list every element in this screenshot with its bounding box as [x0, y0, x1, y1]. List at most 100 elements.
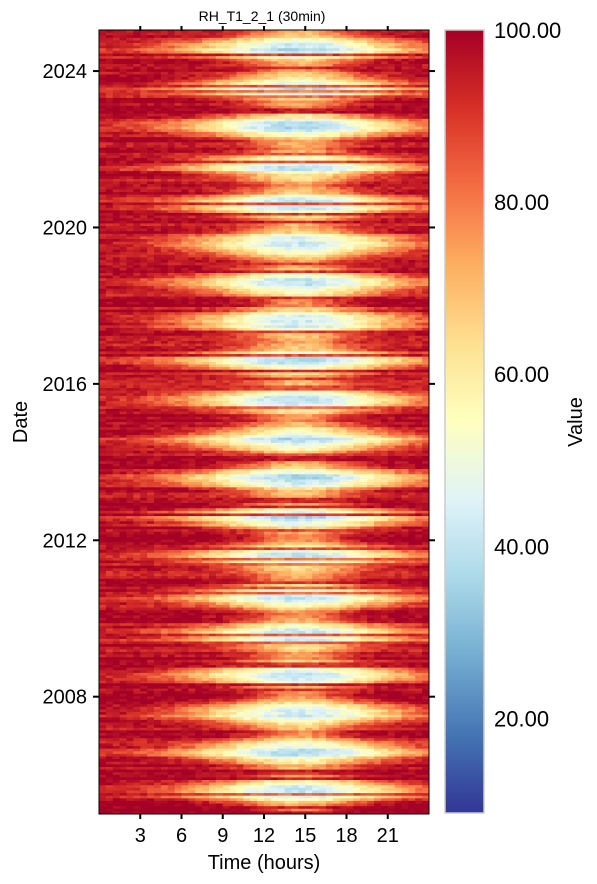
heatmap-cell: [209, 223, 217, 227]
heatmap-cell: [257, 69, 265, 73]
heatmap-cell: [401, 40, 409, 44]
heatmap-cell: [264, 291, 272, 295]
heatmap-cell: [408, 262, 416, 266]
heatmap-cell: [264, 189, 272, 193]
heatmap-cell: [243, 121, 251, 125]
heatmap-cell: [229, 233, 237, 237]
heatmap-cell: [339, 194, 347, 198]
heatmap-cell: [312, 113, 320, 117]
heatmap-cell: [264, 220, 272, 224]
heatmap-cell: [195, 97, 203, 101]
heatmap-cell: [360, 197, 368, 201]
heatmap-cell: [284, 270, 292, 274]
heatmap-cell: [126, 241, 134, 245]
heatmap-cell: [99, 35, 107, 39]
heatmap-cell: [401, 168, 409, 172]
heatmap-cell: [380, 288, 389, 292]
heatmap-cell: [229, 142, 237, 146]
heatmap-cell: [147, 259, 155, 263]
heatmap-cell: [305, 262, 313, 266]
heatmap-cell: [305, 233, 313, 237]
heatmap-cell: [332, 163, 341, 167]
heatmap-cell: [188, 275, 196, 279]
heatmap-cell: [319, 267, 327, 271]
heatmap-cell: [305, 171, 313, 175]
heatmap-cell: [298, 87, 306, 91]
heatmap-cell: [133, 220, 141, 224]
heatmap-cell: [181, 215, 189, 219]
heatmap-cell: [380, 233, 389, 237]
heatmap-cell: [291, 299, 299, 303]
heatmap-cell: [298, 92, 306, 96]
heatmap-cell: [305, 283, 313, 287]
heatmap-cell: [257, 77, 265, 81]
heatmap-cell: [160, 139, 169, 143]
heatmap-cell: [408, 32, 416, 36]
heatmap-cell: [174, 71, 182, 75]
heatmap-cell: [380, 48, 389, 52]
heatmap-cell: [401, 199, 409, 203]
heatmap-cell: [243, 137, 251, 141]
heatmap-cell: [257, 53, 265, 57]
heatmap-cell: [250, 48, 258, 52]
heatmap-cell: [319, 50, 327, 54]
heatmap-cell: [236, 53, 244, 57]
heatmap-cell: [312, 257, 320, 261]
heatmap-cell: [133, 236, 141, 240]
heatmap-cell: [367, 50, 375, 54]
heatmap-cell: [222, 265, 231, 269]
heatmap-cell: [264, 61, 272, 65]
heatmap-cell: [408, 43, 416, 47]
heatmap-cell: [360, 171, 368, 175]
heatmap-cell: [360, 265, 368, 269]
heatmap-cell: [270, 43, 279, 47]
heatmap-cell: [339, 90, 347, 94]
heatmap-cell: [291, 32, 299, 36]
heatmap-cell: [154, 265, 162, 269]
heatmap-cell: [236, 124, 244, 128]
heatmap-cell: [312, 189, 320, 193]
heatmap-cell: [215, 53, 224, 57]
heatmap-cell: [422, 139, 430, 143]
heatmap-cell: [174, 87, 182, 91]
heatmap-cell: [250, 176, 258, 180]
heatmap-cell: [312, 87, 320, 91]
heatmap-cell: [360, 228, 368, 232]
heatmap-cell: [312, 37, 320, 41]
heatmap-cell: [181, 163, 189, 167]
heatmap-cell: [126, 95, 134, 99]
heatmap-cell: [215, 173, 224, 177]
heatmap-cell: [312, 77, 320, 81]
heatmap-cell: [147, 87, 155, 91]
heatmap-cell: [401, 233, 409, 237]
heatmap-cell: [264, 131, 272, 135]
heatmap-cell: [264, 202, 272, 206]
heatmap-cell: [360, 77, 368, 81]
heatmap-cell: [380, 58, 389, 62]
heatmap-cell: [346, 74, 354, 78]
heatmap-cell: [291, 215, 299, 219]
heatmap-cell: [270, 291, 279, 295]
heatmap-cell: [353, 30, 361, 34]
heatmap-cell: [222, 144, 231, 148]
heatmap-cell: [112, 131, 121, 135]
heatmap-cell: [422, 35, 430, 39]
heatmap-cell: [270, 95, 279, 99]
heatmap-cell: [325, 152, 334, 156]
heatmap-cell: [236, 226, 244, 230]
heatmap-cell: [154, 71, 162, 75]
heatmap-cell: [112, 301, 121, 305]
heatmap-cell: [222, 273, 231, 277]
heatmap-cell: [181, 139, 189, 143]
heatmap-cell: [339, 87, 347, 91]
heatmap-cell: [422, 192, 430, 196]
heatmap-cell: [264, 45, 272, 49]
heatmap-cell: [346, 113, 354, 117]
heatmap-cell: [174, 181, 182, 185]
heatmap-cell: [270, 241, 279, 245]
heatmap-cell: [346, 181, 354, 185]
heatmap-cell: [243, 35, 251, 39]
heatmap-cell: [270, 265, 279, 269]
heatmap-cell: [250, 233, 258, 237]
heatmap-cell: [277, 95, 286, 99]
